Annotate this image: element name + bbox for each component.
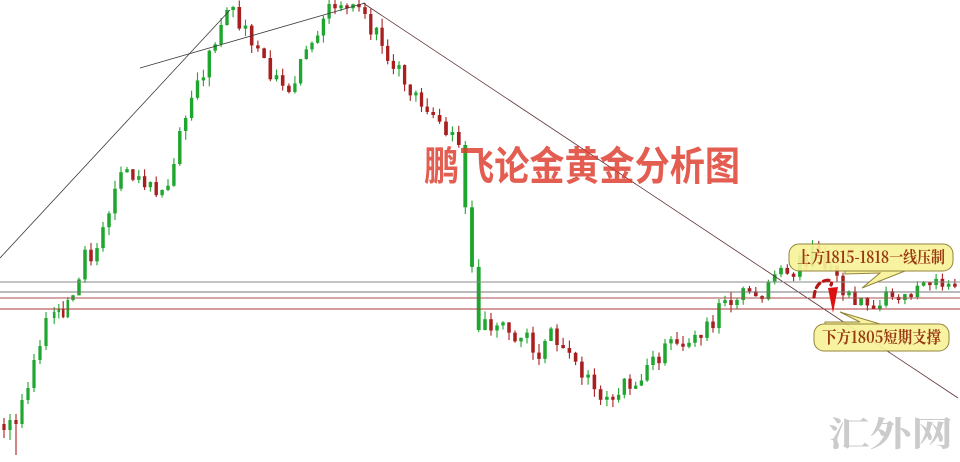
svg-text:上方1815-1818一线压制: 上方1815-1818一线压制 [797, 244, 945, 268]
svg-text:汇外网: 汇外网 [828, 407, 953, 456]
svg-text:下方1805短期支撑: 下方1805短期支撑 [822, 324, 941, 348]
svg-text:鹏飞论金黄金分析图: 鹏飞论金黄金分析图 [424, 134, 740, 192]
